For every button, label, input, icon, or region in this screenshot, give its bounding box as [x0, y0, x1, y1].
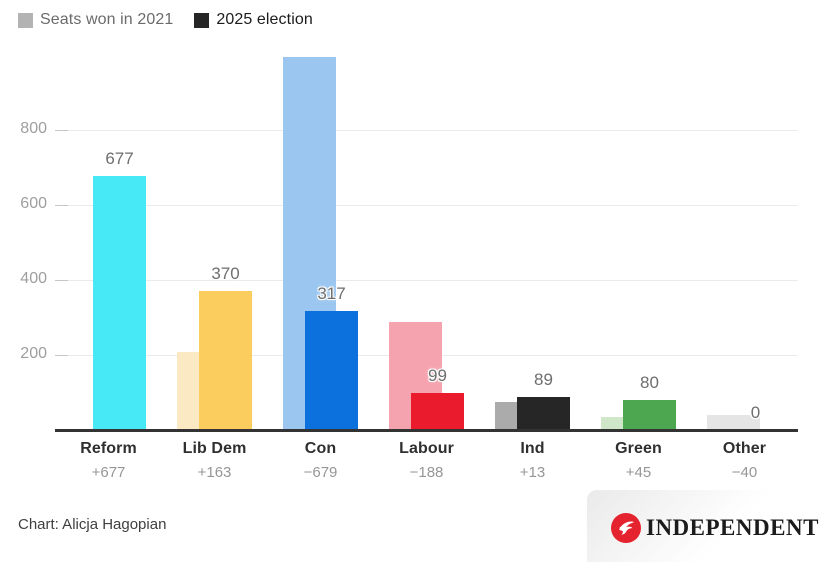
party-change-label: +163 — [197, 464, 232, 481]
y-axis-label-600: 600 — [20, 195, 47, 212]
legend-swatch-2025 — [194, 12, 210, 28]
bar-2025-con — [305, 311, 358, 430]
legend-label-2021: Seats won in 2021 — [40, 11, 174, 28]
y-axis-label-400: 400 — [20, 270, 47, 287]
legend: Seats won in 2021 2025 election — [18, 11, 313, 29]
x-axis-group-other: Other −40 — [692, 440, 798, 481]
party-label: Labour — [399, 440, 454, 457]
party-label: Other — [722, 440, 767, 457]
y-axis-label-200: 200 — [20, 345, 47, 362]
x-axis-baseline — [55, 429, 798, 432]
gridline-tick-400 — [55, 280, 68, 281]
party-change-label: −188 — [409, 464, 444, 481]
x-axis-group-labour: Labour −188 — [374, 440, 480, 481]
party-label: Reform — [80, 440, 137, 457]
x-axis-group-reform: Reform +677 — [56, 440, 162, 481]
eagle-icon — [611, 513, 641, 543]
bar-value-label-other: 0 — [750, 403, 761, 422]
party-change-label: −679 — [303, 464, 338, 481]
party-change-label: +677 — [91, 464, 126, 481]
chart-credit: Chart: Alicja Hagopian — [18, 516, 167, 533]
party-label: Ind — [520, 440, 545, 457]
legend-swatch-2021 — [18, 12, 33, 28]
gridline-800 — [55, 130, 798, 131]
x-axis-group-lib-dem: Lib Dem +163 — [162, 440, 268, 481]
bar-2025-reform — [93, 176, 146, 430]
bar-value-label-reform: 677 — [105, 149, 134, 169]
gridline-tick-800 — [55, 130, 68, 131]
party-change-label: +13 — [519, 464, 546, 481]
independent-logo: INDEPENDENT — [611, 513, 819, 543]
gridline-tick-600 — [55, 205, 68, 206]
gridline-400 — [55, 280, 798, 281]
legend-item-2025: 2025 election — [194, 11, 313, 29]
logo-wordmark: INDEPENDENT — [646, 515, 819, 540]
party-change-label: −40 — [731, 464, 758, 481]
party-change-label: +45 — [625, 464, 652, 481]
bar-value-label-con: 317 — [317, 284, 346, 304]
x-axis-group-green: Green +45 — [586, 440, 692, 481]
y-axis-label-800: 800 — [20, 120, 47, 137]
legend-item-2021: Seats won in 2021 — [18, 11, 173, 29]
bar-2025-ind — [517, 396, 570, 430]
bar-2025-lib-dem — [199, 291, 252, 430]
party-label: Lib Dem — [182, 440, 247, 457]
bar-value-label-ind: 89 — [534, 369, 553, 389]
bar-value-label-lib-dem: 370 — [211, 264, 240, 284]
party-label: Green — [615, 440, 662, 457]
bar-value-label-green: 80 — [640, 373, 659, 392]
gridline-tick-200 — [55, 355, 68, 356]
gridline-600 — [55, 205, 798, 206]
party-label: Con — [304, 440, 337, 457]
x-axis-group-ind: Ind +13 — [480, 440, 586, 481]
x-axis-group-con: Con −679 — [268, 440, 374, 481]
bar-2025-labour — [411, 392, 464, 430]
bar-value-label-labour: 99 — [428, 365, 447, 385]
bar-2021-other — [707, 415, 760, 430]
legend-label-2025: 2025 election — [216, 11, 313, 28]
bar-2025-green — [623, 400, 676, 430]
